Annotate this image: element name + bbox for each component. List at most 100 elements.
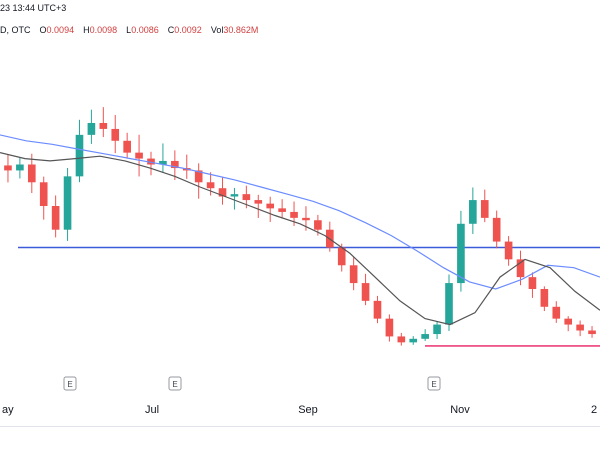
ma-long-line — [0, 134, 600, 290]
close-value: 0.0092 — [174, 25, 202, 35]
candle-body — [445, 283, 453, 325]
timestamp-text: 23 13:44 UTC+3 — [0, 3, 67, 13]
axis-divider — [0, 426, 600, 427]
candle — [552, 301, 561, 323]
svg-text:E: E — [67, 380, 72, 389]
x-tick-label: Jul — [145, 404, 159, 416]
candle-body — [4, 165, 12, 171]
svg-text:E: E — [172, 380, 177, 389]
candle-body — [135, 152, 143, 159]
candle-body — [576, 324, 584, 331]
candle-body — [63, 176, 72, 230]
candle-body — [16, 164, 24, 171]
candle-body — [194, 170, 203, 183]
symbol-text: D, OTC — [0, 25, 31, 35]
candle-body — [480, 200, 489, 218]
candle-body — [433, 324, 441, 335]
earnings-marker[interactable]: E — [168, 376, 182, 391]
candle-body — [385, 318, 394, 337]
candle — [588, 326, 596, 338]
candle-body — [87, 123, 96, 135]
candle — [504, 236, 513, 266]
candle — [63, 168, 72, 241]
candle — [147, 151, 155, 176]
candle — [75, 119, 84, 183]
candle-body — [349, 265, 358, 284]
candle — [409, 336, 418, 345]
candle-body — [51, 206, 60, 230]
x-tick-label: Sep — [298, 404, 318, 416]
candle-body — [588, 330, 596, 335]
candle — [373, 295, 382, 324]
x-tick-label: 2 — [591, 404, 597, 416]
candle-body — [75, 134, 84, 177]
chart-timestamp: 23 13:44 UTC+3 — [0, 0, 600, 16]
open-value: 0.0094 — [46, 25, 75, 35]
candle — [266, 196, 275, 222]
candle — [361, 273, 370, 306]
candle — [564, 316, 573, 332]
candle-body — [516, 259, 525, 278]
candle-body — [361, 283, 370, 301]
lines-layer — [18, 246, 600, 347]
moving-averages-layer — [0, 134, 600, 326]
candle-body — [540, 289, 549, 307]
candle — [576, 320, 584, 337]
candle — [254, 194, 263, 218]
candle-body — [397, 336, 406, 343]
high-label: H — [83, 25, 90, 35]
candle — [135, 134, 143, 177]
candle — [433, 321, 441, 340]
candle-body — [230, 194, 239, 197]
candle — [445, 274, 453, 332]
candle-body — [409, 338, 418, 343]
volume-value: 30.862M — [223, 25, 259, 35]
volume-label: Vol — [210, 25, 224, 35]
low-label: L — [126, 25, 132, 35]
ma-short-line — [0, 152, 600, 326]
candle-body — [302, 217, 310, 221]
candle — [457, 210, 465, 292]
candle — [87, 109, 96, 144]
candle — [492, 210, 501, 249]
candle — [182, 154, 191, 179]
candle-body — [123, 140, 131, 153]
x-tick-label: Nov — [450, 404, 470, 416]
candle-body — [290, 211, 298, 218]
earnings-marker[interactable]: E — [63, 376, 77, 391]
earnings-marker[interactable]: E — [427, 376, 441, 391]
candle-body — [171, 160, 179, 169]
candle — [27, 153, 36, 194]
candle — [230, 187, 239, 210]
low-value: 0.0086 — [131, 25, 159, 35]
candle-body — [314, 220, 322, 230]
candle-body — [337, 247, 346, 266]
candle-body — [159, 160, 167, 165]
candle-body — [504, 241, 513, 260]
candle-body — [254, 200, 263, 204]
candle-body — [206, 182, 215, 189]
candle — [51, 195, 60, 238]
candle-body — [278, 208, 286, 212]
candle — [159, 143, 167, 173]
candle-body — [469, 200, 477, 224]
candle-body — [27, 164, 36, 183]
candle-body — [528, 277, 537, 289]
high-value: 0.0098 — [89, 25, 118, 35]
candle — [123, 132, 131, 159]
candle-body — [147, 158, 155, 165]
x-axis: ay Jul Sep Nov 2 E E E — [2, 376, 597, 416]
candle-body — [39, 182, 48, 206]
candles-layer — [4, 107, 596, 346]
candle-body — [564, 318, 573, 325]
candle-body — [242, 194, 251, 201]
ohlc-legend: D, OTC O0.0094 H0.0098 L0.0086 C0.0092 V… — [0, 22, 600, 38]
x-tick-label: ay — [2, 404, 14, 416]
candle-body — [457, 223, 465, 284]
candle — [99, 107, 108, 138]
candle — [4, 154, 12, 183]
candle-body — [266, 203, 275, 209]
candle — [385, 314, 394, 342]
close-label: C — [167, 25, 175, 35]
